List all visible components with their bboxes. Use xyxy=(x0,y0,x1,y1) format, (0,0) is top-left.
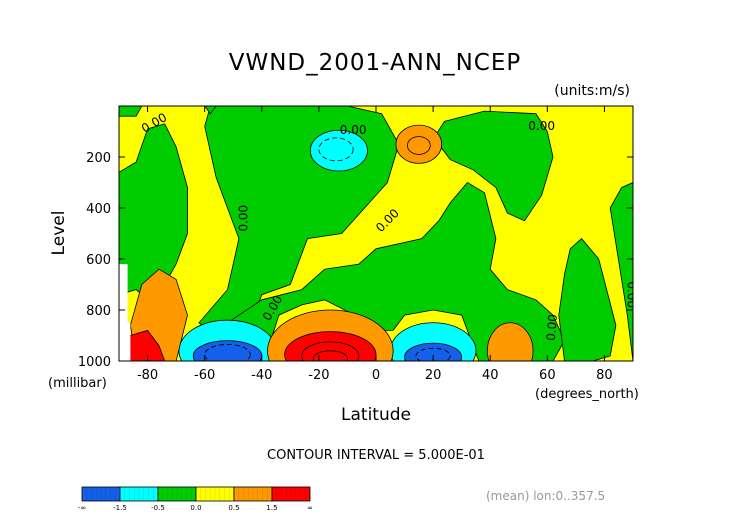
x-tick-label: 0 xyxy=(372,368,380,383)
contour-field: 0.000.000.000.00 0.000.000.000.000.00 xyxy=(119,94,638,361)
colorbar-swatch xyxy=(271,486,311,502)
region-blue-lower-west xyxy=(192,340,263,361)
units-label: (units:m/s) xyxy=(554,83,630,99)
contour-blue-west-inner xyxy=(204,344,251,361)
region-orange-lower-east xyxy=(486,322,534,361)
axes: -80 -60 -40 -20 0 20 40 60 80 200 400 600 800 1000 xyxy=(78,106,633,383)
footer-note: (mean) lon:0..357.5 xyxy=(486,489,605,503)
colorbar-label: 1.5 xyxy=(266,504,277,512)
x-axis-label: Latitude xyxy=(341,405,411,425)
contour-label: 0.00 xyxy=(544,314,560,342)
chart-title: VWND_2001-ANN_NCEP xyxy=(229,50,522,76)
contour-label: 0.00 xyxy=(348,94,375,108)
region-red-lower-center xyxy=(284,331,377,361)
contour-label: 0.00 xyxy=(624,281,638,308)
contour-red-inner-1 xyxy=(301,341,360,361)
colorbar: -∞ -1.5 -0.5 0.0 0.5 1.5 ∞ xyxy=(78,486,313,512)
y-tick-label: 1000 xyxy=(78,355,111,370)
region-missing-data xyxy=(119,264,131,361)
x-tick-label: 60 xyxy=(539,368,556,383)
region-green-upper-right xyxy=(432,110,554,222)
x-tick-label: 20 xyxy=(425,368,442,383)
region-green-top-notch xyxy=(204,106,217,115)
region-green-lower-center xyxy=(187,181,565,361)
colorbar-label: -0.5 xyxy=(151,504,165,512)
colorbar-label: -∞ xyxy=(78,504,86,512)
contour-cyan-inner xyxy=(318,137,354,162)
region-green-far-right xyxy=(609,182,633,361)
y-tick-label: 800 xyxy=(86,304,111,319)
colorbar-label: -1.5 xyxy=(113,504,127,512)
contour-label: 0.00 xyxy=(237,205,251,232)
region-green-right xyxy=(558,238,617,361)
colorbar-label: 0.0 xyxy=(190,504,201,512)
x-axis-unit: (degrees_north) xyxy=(535,387,639,402)
x-tick-label: -60 xyxy=(194,368,215,383)
y-tick-label: 200 xyxy=(86,151,111,166)
y-tick-label: 600 xyxy=(86,253,111,268)
region-cyan-upper xyxy=(309,129,368,172)
y-axis-unit: (millibar) xyxy=(48,376,107,391)
y-tick-label: 400 xyxy=(86,202,111,217)
region-blue-lower-east xyxy=(404,342,463,361)
contour-red-inner-2 xyxy=(312,350,348,361)
x-tick-label: -20 xyxy=(308,368,329,383)
y-axis-label: Level xyxy=(49,211,69,256)
contour-interval: CONTOUR INTERVAL = 5.000E-01 xyxy=(267,448,485,463)
colorbar-label: ∞ xyxy=(307,504,313,512)
contour-orange-inner xyxy=(407,136,431,155)
x-tick-label: -80 xyxy=(137,368,158,383)
contour-blue-east-inner xyxy=(415,347,451,361)
x-tick-label: 40 xyxy=(482,368,499,383)
region-orange-upper xyxy=(395,124,443,164)
region-green-top-left xyxy=(119,106,143,117)
contour-label: 0.00 xyxy=(340,123,367,137)
x-tick-label: 80 xyxy=(596,368,613,383)
x-tick-label: -40 xyxy=(251,368,272,383)
colorbar-label: 0.5 xyxy=(228,504,239,512)
region-green-west xyxy=(119,123,188,301)
contour-label: 0.00 xyxy=(528,119,555,133)
